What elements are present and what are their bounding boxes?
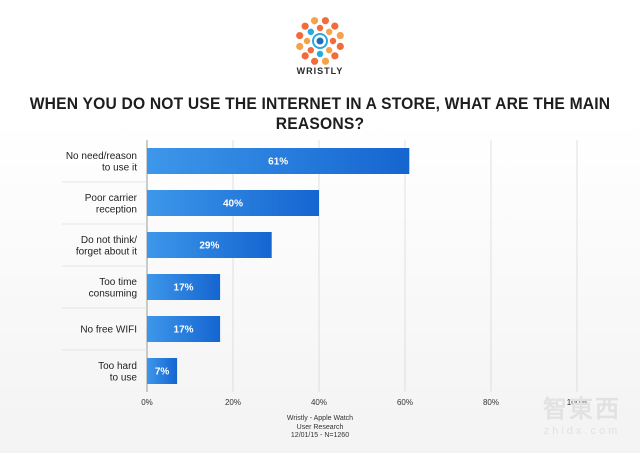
- x-tick-label: 20%: [225, 398, 241, 407]
- wristly-logo-icon: [296, 17, 344, 65]
- logo-dot: [296, 42, 304, 51]
- bar: [147, 316, 221, 342]
- logo-dot: [301, 52, 309, 60]
- category-label: forget about it: [76, 246, 137, 257]
- category-label: reception: [96, 204, 137, 215]
- x-tick-label: 80%: [483, 398, 499, 407]
- logo-dot: [296, 32, 304, 40]
- category-label: Poor carrier: [85, 193, 138, 204]
- logo-dot: [336, 31, 344, 40]
- footer-note: Wristly - Apple Watch User Research 12/0…: [230, 415, 410, 441]
- category-label: No free WIFI: [80, 325, 137, 336]
- category-label: Too time: [99, 277, 137, 288]
- x-tick-label: 40%: [311, 398, 327, 407]
- logo-dot: [310, 17, 319, 25]
- footer-line-1: Wristly - Apple Watch: [286, 415, 354, 422]
- x-tick-labels: 0% 20% 40% 60% 80% 100%: [141, 398, 587, 407]
- bar-value-label: 40%: [223, 199, 243, 210]
- footer-line-2: User Research: [296, 423, 344, 431]
- bar-value-label: 29%: [199, 241, 219, 252]
- logo-dot: [321, 57, 330, 65]
- bar: [147, 274, 221, 300]
- logo-dot: [331, 22, 339, 30]
- watermark-main: 智東西: [543, 396, 621, 423]
- bar-value-label: 61%: [268, 157, 288, 168]
- bar-value-label: 17%: [174, 325, 194, 336]
- logo-dot: [331, 52, 339, 60]
- bar: [147, 190, 319, 216]
- logo-dot: [336, 42, 344, 50]
- x-tick-label: 0%: [141, 398, 153, 407]
- category-label: Too hard: [98, 361, 137, 372]
- category-label: No need/reason: [66, 151, 137, 162]
- brand-name: WRISTLY: [296, 66, 344, 76]
- bar: [147, 148, 410, 174]
- bar-value-label: 7%: [155, 367, 170, 378]
- category-label: to use: [110, 372, 138, 383]
- category-label: to use it: [102, 162, 137, 173]
- logo-dot: [303, 37, 311, 45]
- category-label: Do not think/: [81, 235, 137, 246]
- watermark: 智東西 zhidx.com: [527, 396, 637, 448]
- bar: [147, 232, 272, 258]
- gridlines: [62, 140, 578, 392]
- bar: [147, 358, 178, 384]
- logo-dot: [307, 46, 315, 54]
- wristly-logo: [290, 16, 350, 78]
- logo-dot: [329, 37, 337, 45]
- logo-dot: [325, 28, 333, 36]
- logo-dot: [316, 24, 324, 32]
- watermark-sub: zhidx.com: [543, 425, 621, 437]
- x-tick-label: 100%: [567, 398, 587, 407]
- logo-dot: [311, 57, 319, 65]
- bars: 61% 40% 29% 17% 17% 7%: [147, 148, 410, 384]
- category-label: consuming: [89, 288, 137, 299]
- bar-value-label: 17%: [174, 283, 194, 294]
- logo-dot: [307, 28, 315, 36]
- logo-dot: [325, 46, 333, 54]
- chart-title: WHEN YOU DO NOT USE THE INTERNET IN A ST…: [29, 94, 611, 133]
- footer-line-3: 12/01/15 - N=1260: [290, 432, 350, 439]
- logo-dot: [316, 50, 324, 58]
- x-tick-label: 60%: [397, 398, 413, 407]
- logo-dot: [321, 17, 329, 25]
- logo-dot: [301, 22, 309, 30]
